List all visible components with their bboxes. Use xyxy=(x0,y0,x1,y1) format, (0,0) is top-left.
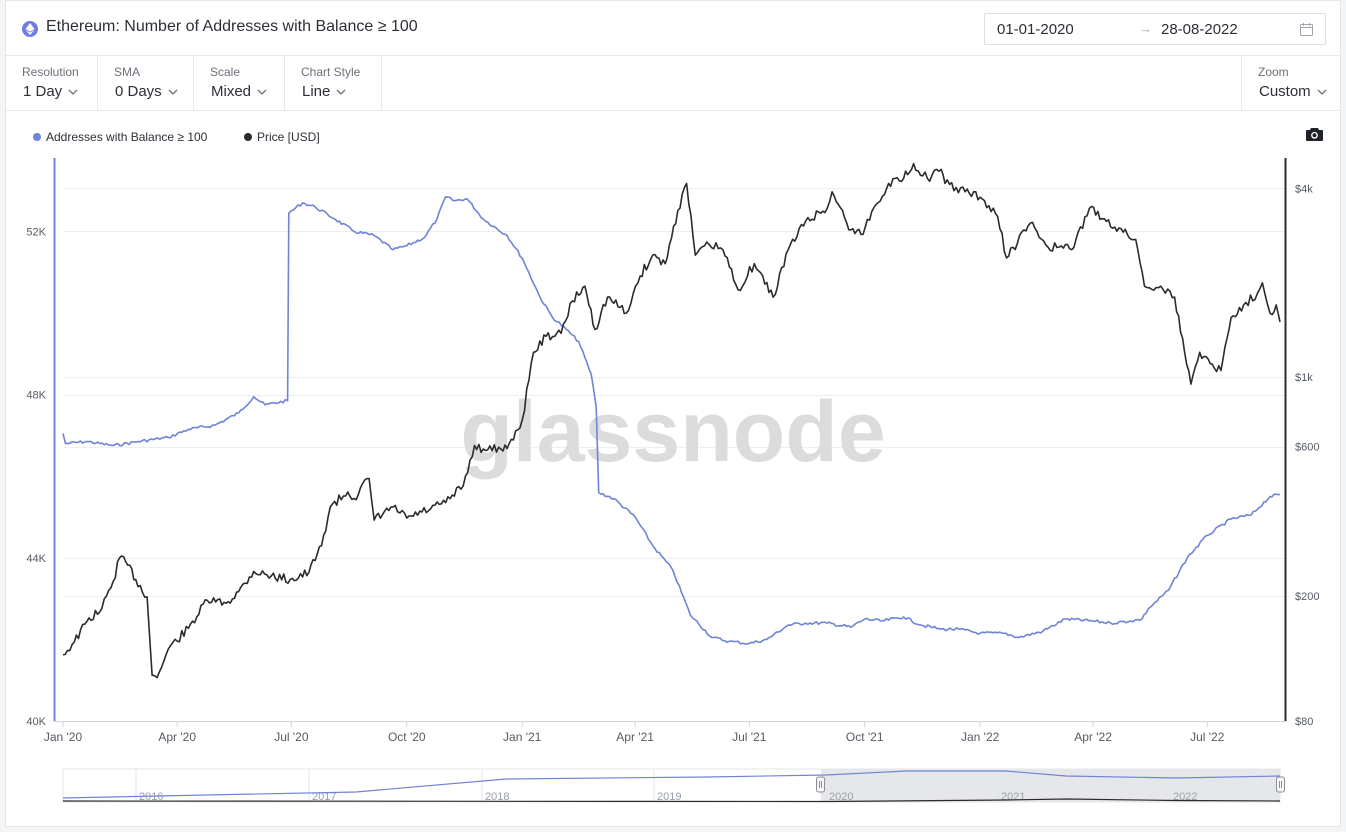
legend-dot xyxy=(33,133,41,141)
navigator-year-label: 2020 xyxy=(829,791,853,803)
x-tick-label: Jul '20 xyxy=(274,730,309,744)
x-tick-label: Oct '21 xyxy=(846,730,884,744)
y-left-tick-label: 44K xyxy=(26,553,46,565)
x-tick-label: Jul '21 xyxy=(732,730,767,744)
x-tick-label: Oct '20 xyxy=(388,730,426,744)
legend-label: Price [USD] xyxy=(257,130,320,144)
calendar-icon[interactable] xyxy=(1300,23,1313,41)
x-tick-label: Jan '20 xyxy=(44,730,83,744)
chevron-down-icon xyxy=(336,89,346,95)
scale-dropdown[interactable]: Scale Mixed xyxy=(194,56,285,111)
x-tick-label: Jul '22 xyxy=(1190,730,1225,744)
y-right-tick-label: $600 xyxy=(1295,442,1319,454)
legend-label: Addresses with Balance ≥ 100 xyxy=(46,130,208,144)
camera-icon[interactable] xyxy=(1306,127,1323,146)
sma-value: 0 Days xyxy=(115,83,162,100)
watermark: glassnode xyxy=(460,384,885,480)
chart-style-label: Chart Style xyxy=(301,65,361,79)
scale-label: Scale xyxy=(210,65,241,79)
sma-label: SMA xyxy=(114,65,141,79)
chart-style-dropdown[interactable]: Chart Style Line xyxy=(285,56,382,111)
date-range-picker[interactable]: 01-01-2020 → 28-08-2022 xyxy=(984,13,1326,45)
series-line-addresses xyxy=(62,196,1281,645)
chevron-down-icon xyxy=(68,89,78,95)
x-tick-label: Apr '21 xyxy=(616,730,654,744)
date-to[interactable]: 28-08-2022 xyxy=(1161,21,1238,38)
zoom-value: Custom xyxy=(1259,83,1311,100)
ethereum-icon xyxy=(22,21,38,37)
navigator-chart[interactable]: 2016 2017 2018 2019 2020 2021 2022 xyxy=(6,763,1342,808)
sma-dropdown[interactable]: SMA 0 Days xyxy=(98,56,194,111)
x-tick-label: Jan '22 xyxy=(961,730,1000,744)
legend-dot xyxy=(244,133,252,141)
resolution-dropdown[interactable]: Resolution 1 Day xyxy=(6,56,98,111)
zoom-label: Zoom xyxy=(1258,65,1289,79)
navigator-handle-right[interactable] xyxy=(1276,776,1285,793)
y-right-tick-label: $4k xyxy=(1295,183,1313,195)
navigator-series-addresses xyxy=(62,770,1281,799)
chart-style-value: Line xyxy=(302,83,331,100)
navigator-series-price xyxy=(62,798,1281,803)
scale-value: Mixed xyxy=(211,83,252,100)
y-left-tick-label: 52K xyxy=(26,226,46,238)
legend-item-price[interactable]: Price [USD] xyxy=(244,130,320,144)
navigator-year-label: 2022 xyxy=(1173,791,1197,803)
x-tick-label: Apr '22 xyxy=(1074,730,1112,744)
y-right-tick-label: $80 xyxy=(1295,716,1313,728)
navigator-year-label: 2017 xyxy=(312,791,336,803)
y-left-tick-label: 48K xyxy=(26,390,46,402)
series-line-price xyxy=(62,162,1281,679)
chart-header: Ethereum: Number of Addresses with Balan… xyxy=(6,1,1340,56)
chart-card: Ethereum: Number of Addresses with Balan… xyxy=(5,0,1341,827)
legend-item-addresses[interactable]: Addresses with Balance ≥ 100 xyxy=(33,130,207,144)
navigator-selection[interactable] xyxy=(821,769,1280,802)
navigator-year-label: 2021 xyxy=(1001,791,1025,803)
y-right-tick-label: $200 xyxy=(1295,591,1319,603)
chart-title: Ethereum: Number of Addresses with Balan… xyxy=(46,18,418,35)
chevron-down-icon xyxy=(1317,89,1327,95)
arrow-right-icon: → xyxy=(1139,21,1152,36)
navigator-handle-left[interactable] xyxy=(816,776,825,793)
navigator-year-label: 2019 xyxy=(657,791,681,803)
chevron-down-icon xyxy=(168,89,178,95)
y-right-tick-label: $1k xyxy=(1295,372,1313,384)
navigator-year-label: 2018 xyxy=(485,791,509,803)
resolution-value: 1 Day xyxy=(23,83,63,100)
resolution-label: Resolution xyxy=(22,65,79,79)
chevron-down-icon xyxy=(257,89,267,95)
x-tick-label: Jan '21 xyxy=(503,730,542,744)
x-tick-label: Apr '20 xyxy=(158,730,196,744)
chart-toolbar: Resolution 1 Day SMA 0 Days Scale Mixed … xyxy=(6,56,1340,111)
y-left-tick-label: 40K xyxy=(26,716,46,728)
zoom-dropdown[interactable]: Zoom Custom xyxy=(1241,56,1341,111)
main-chart[interactable]: glassnode 40K 44K 48K 52K $80 $200 $600 $1k $4k… xyxy=(6,151,1342,751)
date-from[interactable]: 01-01-2020 xyxy=(997,21,1074,38)
navigator-year-label: 2016 xyxy=(139,791,163,803)
